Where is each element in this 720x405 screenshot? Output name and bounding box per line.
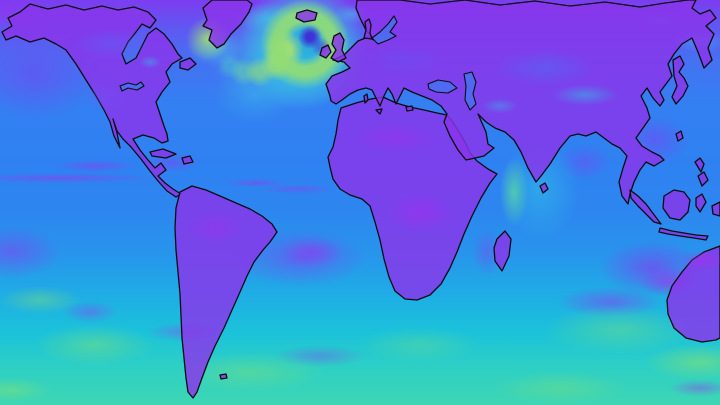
land-wind-variation-overlay [0,0,720,405]
world-wind-map [0,0,720,405]
